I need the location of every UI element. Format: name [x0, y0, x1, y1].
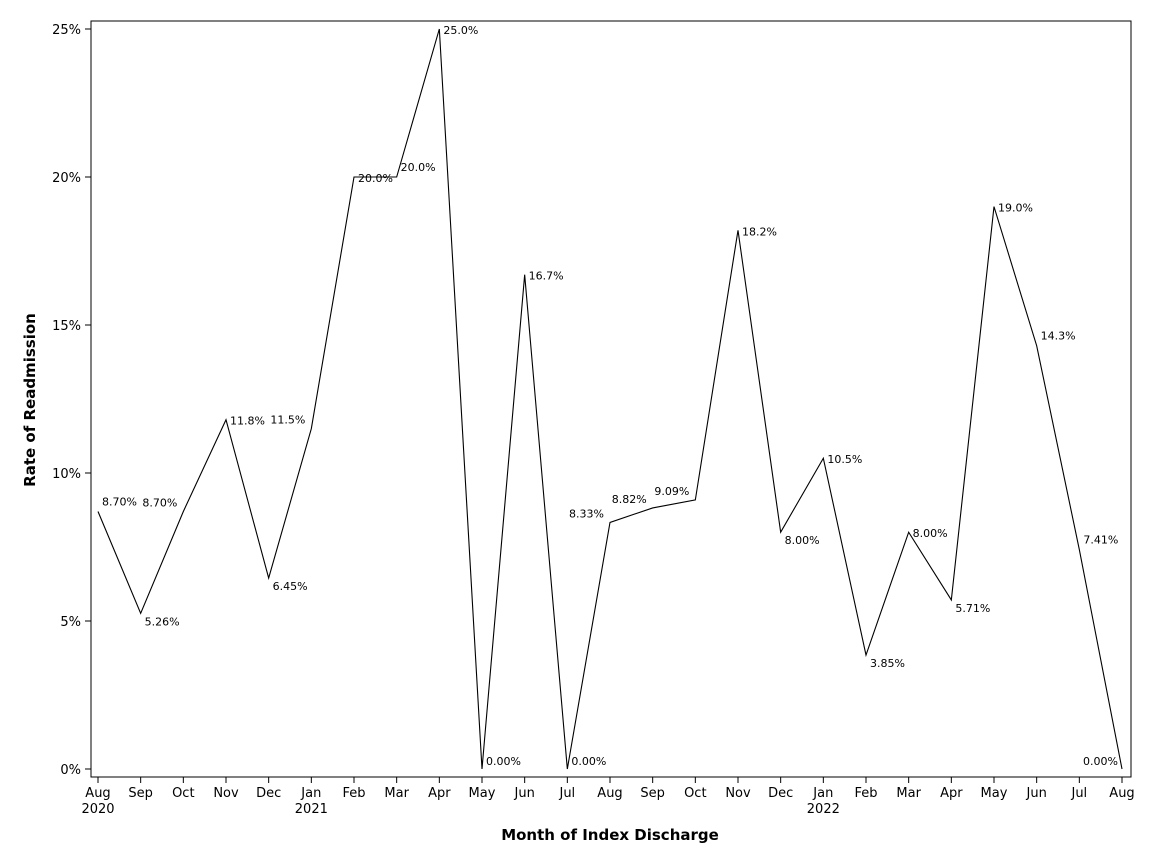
data-label: 8.33%	[569, 507, 604, 520]
y-tick-label: 0%	[60, 763, 81, 778]
data-label: 10.5%	[827, 453, 862, 466]
data-label: 20.0%	[358, 172, 393, 185]
x-tick-label: Oct	[684, 786, 706, 801]
x-tick-label: Mar	[384, 786, 409, 801]
data-label: 8.82%	[612, 493, 647, 506]
x-tick-label: Apr	[940, 786, 963, 801]
x-tick-label: Feb	[342, 786, 365, 801]
x-tick-label: Jul	[1070, 786, 1087, 801]
data-label: 0.00%	[1083, 755, 1118, 768]
data-label: 19.0%	[998, 202, 1033, 215]
x-tick-label: Jun	[1026, 786, 1047, 801]
plot-frame	[90, 20, 1132, 778]
y-tick-label: 5%	[60, 615, 81, 630]
data-label: 18.2%	[742, 225, 777, 238]
data-label: 11.8%	[230, 415, 265, 428]
x-tick-label: Apr	[428, 786, 451, 801]
x-tick-year-label: 2022	[807, 802, 840, 817]
x-tick-label: Sep	[128, 786, 153, 801]
data-label: 20.0%	[401, 161, 436, 174]
data-label: 3.85%	[870, 657, 905, 670]
data-label: 5.26%	[145, 615, 180, 628]
data-label: 14.3%	[1041, 330, 1076, 343]
y-tick-label: 15%	[52, 319, 81, 334]
data-label: 7.41%	[1083, 534, 1118, 547]
data-label: 11.5%	[270, 414, 305, 427]
data-label: 16.7%	[529, 270, 564, 283]
series-line	[97, 28, 1123, 770]
x-tick-label: Dec	[256, 786, 281, 801]
x-tick-label: Jan	[812, 786, 833, 801]
x-tick-year-label: 2020	[81, 802, 114, 817]
data-label: 5.71%	[955, 602, 990, 615]
y-tick-label: 10%	[52, 467, 81, 482]
data-label: 8.70%	[102, 495, 137, 508]
x-tick-label: Feb	[854, 786, 877, 801]
x-tick-label: Jul	[558, 786, 575, 801]
x-tick-label: Nov	[213, 786, 239, 801]
x-tick-label: Sep	[640, 786, 665, 801]
x-tick-label: May	[981, 786, 1008, 801]
x-tick-label: Jan	[300, 786, 321, 801]
x-tick-label: Mar	[896, 786, 921, 801]
data-label: 0.00%	[486, 755, 521, 768]
data-label: 25.0%	[443, 24, 478, 37]
y-axis-title: Rate of Readmission	[21, 313, 39, 487]
y-tick-label: 20%	[52, 171, 81, 186]
x-tick-label: Aug	[85, 786, 110, 801]
data-labels: 8.70% 5.26% 8.70% 11.8% 6.45% 11.5% 20.0% 20.0%…	[102, 24, 1118, 768]
y-tick-label: 25%	[52, 23, 81, 38]
x-tick-label: Aug	[597, 786, 622, 801]
data-label: 8.00%	[785, 534, 820, 547]
data-label: 8.70%	[142, 496, 177, 509]
x-tick-label: Dec	[768, 786, 793, 801]
x-tick-label: Oct	[172, 786, 194, 801]
x-tick-year-label: 2021	[295, 802, 328, 817]
x-axis-title: Month of Index Discharge	[501, 826, 719, 844]
x-tick-label: Aug	[1109, 786, 1134, 801]
data-label: 8.00%	[913, 527, 948, 540]
x-tick-label: Nov	[725, 786, 751, 801]
y-axis: 0% 5% 10% 15% 20% 25%	[52, 23, 91, 778]
data-label: 6.45%	[273, 580, 308, 593]
x-tick-label: Jun	[514, 786, 535, 801]
data-label: 9.09%	[654, 485, 689, 498]
x-tick-label: May	[469, 786, 496, 801]
data-label: 0.00%	[571, 755, 606, 768]
